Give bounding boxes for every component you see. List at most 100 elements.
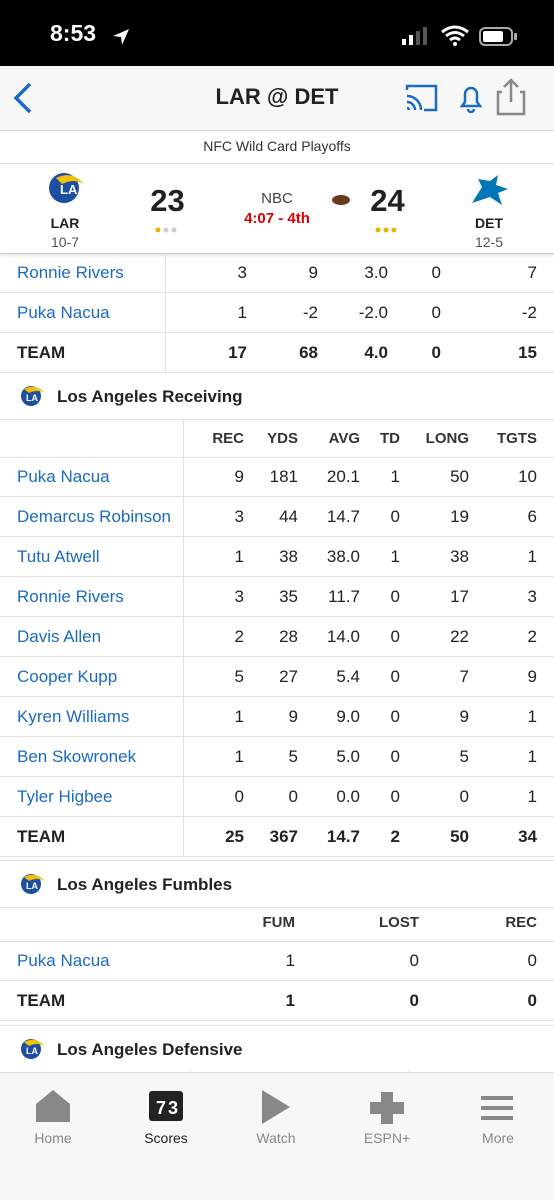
- stat-cell: 1: [527, 787, 537, 806]
- column-header: REC: [212, 430, 244, 447]
- stat-cell: 7: [459, 667, 469, 686]
- player-row: Puka Nacua 9 181 20.1 1 50 10: [0, 457, 554, 497]
- tab-label[interactable]: Watch: [256, 1130, 296, 1146]
- stat-cell: 4.0: [364, 343, 388, 362]
- stat-cell: 1: [285, 991, 295, 1010]
- stat-cell: 38: [450, 547, 469, 566]
- player-name[interactable]: Puka Nacua: [17, 467, 110, 486]
- svg-text:3: 3: [168, 1098, 178, 1118]
- player-name[interactable]: Ronnie Rivers: [17, 587, 124, 606]
- column-header: FUM: [262, 914, 296, 931]
- stat-cell: -2: [521, 303, 537, 322]
- stat-cell: 0: [390, 667, 400, 686]
- tab-label[interactable]: ESPN+: [363, 1130, 411, 1146]
- team-logo: LA: [21, 874, 45, 894]
- tab-label[interactable]: Scores: [144, 1130, 188, 1146]
- svg-text:LA: LA: [26, 393, 38, 403]
- stat-cell: 6: [527, 507, 537, 526]
- stat-cell: 9: [288, 707, 298, 726]
- player-row: Demarcus Robinson 3 44 14.7 0 19 6: [0, 497, 554, 537]
- team-logo: LA: [21, 386, 45, 406]
- player-name[interactable]: Davis Allen: [17, 627, 102, 646]
- player-name[interactable]: Ronnie Rivers: [17, 263, 124, 282]
- stat-cell: 5: [234, 667, 244, 686]
- stat-cell: 2: [390, 827, 400, 846]
- section-header: Los Angeles Receiving: [0, 372, 554, 420]
- stat-cell: 34: [518, 827, 537, 846]
- player-name[interactable]: Tyler Higbee: [17, 787, 113, 806]
- home-abbr: DET: [475, 215, 503, 231]
- stat-cell: 1: [527, 707, 537, 726]
- column-header: LOST: [379, 914, 419, 931]
- home-score: 24: [370, 183, 405, 218]
- column-header-row: FUM LOST REC: [0, 904, 554, 942]
- alert-button[interactable]: [459, 86, 483, 114]
- stat-cell: 9: [459, 707, 469, 726]
- stat-cell: 0: [390, 507, 400, 526]
- stat-cell: 367: [269, 827, 298, 846]
- stat-cell: 3.0: [364, 263, 388, 282]
- player-name[interactable]: Puka Nacua: [17, 303, 110, 322]
- stat-cell: 25: [225, 827, 244, 846]
- away-score: 23: [150, 183, 185, 218]
- stat-cell: 35: [279, 587, 298, 606]
- stat-cell: 0: [431, 343, 441, 362]
- cast-button[interactable]: [405, 84, 438, 112]
- stat-cell: 0: [390, 787, 400, 806]
- stat-cell: 3: [527, 587, 537, 606]
- team-label: TEAM: [17, 343, 66, 362]
- section-header: Los Angeles Defensive: [0, 1025, 554, 1073]
- stat-cell: 0: [527, 991, 537, 1010]
- stat-cell: 3: [237, 263, 247, 282]
- stat-cell: 0: [431, 303, 441, 322]
- player-row: Davis Allen 2 28 14.0 0 22 2: [0, 617, 554, 657]
- stat-cell: 1: [234, 707, 244, 726]
- stat-cell: 20.1: [326, 467, 360, 486]
- share-button[interactable]: [496, 78, 526, 116]
- stat-cell: 0: [390, 627, 400, 646]
- stat-cell: 0: [459, 787, 469, 806]
- stat-cell: 9: [234, 467, 244, 486]
- stat-cell: -2.0: [358, 303, 388, 322]
- network: NBC: [261, 190, 293, 207]
- player-row: Tutu Atwell 1 38 38.0 1 38 1: [0, 537, 554, 577]
- player-name[interactable]: Cooper Kupp: [17, 667, 118, 686]
- svg-text:LA: LA: [60, 182, 78, 197]
- tab-label[interactable]: More: [482, 1130, 514, 1146]
- stat-cell: 50: [450, 827, 469, 846]
- player-row: Ronnie Rivers 3 9 3.0 0 7: [0, 253, 554, 293]
- player-name[interactable]: Tutu Atwell: [17, 547, 100, 566]
- possession-icon: [332, 195, 350, 205]
- svg-text:LA: LA: [26, 1046, 38, 1056]
- stat-cell: 11.7: [328, 587, 360, 606]
- stat-cell: 5: [459, 747, 469, 766]
- stat-cell: 0: [288, 787, 298, 806]
- svg-text:7: 7: [156, 1098, 166, 1118]
- stat-cell: 10: [518, 467, 537, 486]
- column-header: AVG: [328, 430, 360, 447]
- stat-cell: -2: [302, 303, 318, 322]
- player-name[interactable]: Puka Nacua: [17, 951, 110, 970]
- svg-text:LA: LA: [26, 881, 38, 891]
- back-button[interactable]: [8, 80, 38, 116]
- team-total-row: TEAM 17 68 4.0 0 15: [0, 333, 554, 373]
- section-title: Los Angeles Defensive: [57, 1040, 243, 1059]
- stat-cell: 14.0: [326, 627, 360, 646]
- stat-cell: 0: [409, 951, 419, 970]
- player-name[interactable]: Ben Skowronek: [17, 747, 137, 766]
- player-row: Ronnie Rivers 3 35 11.7 0 17 3: [0, 577, 554, 617]
- player-name[interactable]: Demarcus Robinson: [17, 507, 172, 526]
- status-time: 8:53: [50, 20, 97, 46]
- stat-cell: 9: [527, 667, 537, 686]
- player-name[interactable]: Kyren Williams: [17, 707, 130, 726]
- stat-cell: 28: [279, 627, 298, 646]
- home-timeouts: [375, 227, 397, 233]
- player-row: Ben Skowronek 1 5 5.0 0 5 1: [0, 737, 554, 777]
- stat-cell: 1: [527, 547, 537, 566]
- player-row: Puka Nacua 1 -2 -2.0 0 -2: [0, 293, 554, 333]
- stat-cell: 1: [390, 467, 400, 486]
- tab-label[interactable]: Home: [34, 1130, 72, 1146]
- scoreboard: [0, 163, 554, 254]
